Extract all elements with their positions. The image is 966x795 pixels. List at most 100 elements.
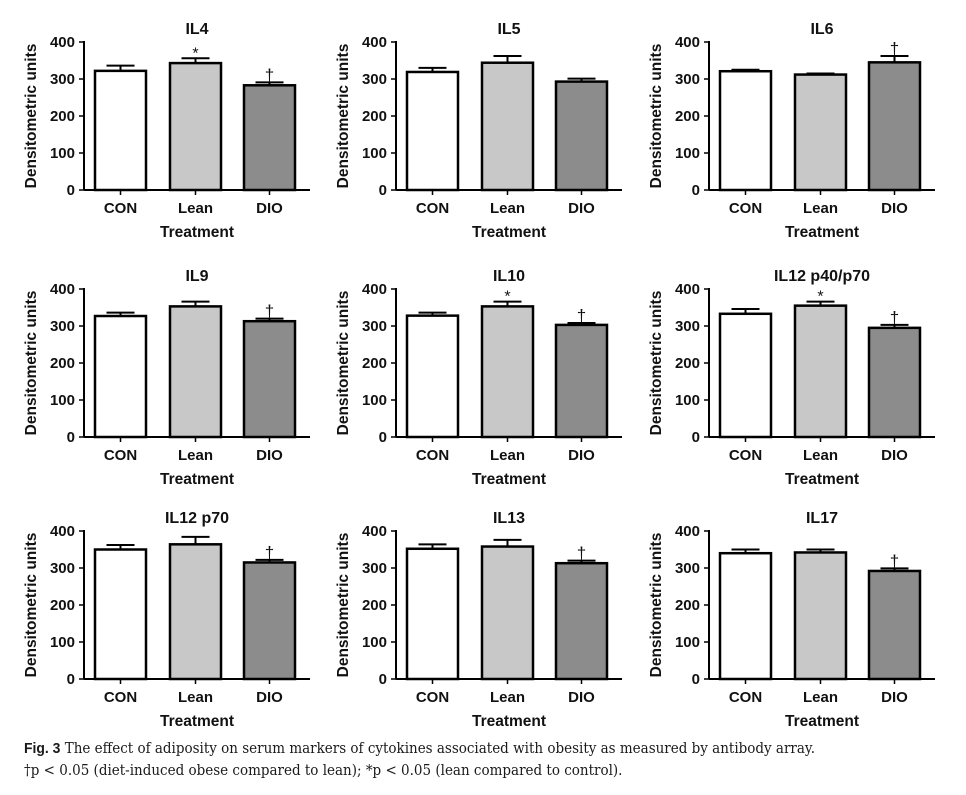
bar-lean [793,304,848,439]
y-tick-label: 300 [675,318,700,335]
significance-dagger: † [890,308,899,327]
y-tick-label: 0 [67,671,75,688]
x-axis-label: Treatment [785,224,859,241]
x-tick-label: Lean [490,200,525,217]
y-tick-label: 400 [50,281,75,298]
bar-con [93,69,148,192]
x-tick-label: CON [729,689,762,706]
y-tick-label: 200 [675,597,700,614]
chart-panel-il4: IL4 CON * Lean † DIO 0 100 200 300 400 Treatment Den… [23,21,310,241]
bar-lean [168,305,223,439]
y-tick-label: 400 [362,281,387,298]
x-tick-label: DIO [881,689,908,706]
caption-line1: The effect of adiposity on serum markers… [64,741,816,757]
x-tick-label: CON [416,447,449,464]
y-tick-label: 200 [362,597,387,614]
bar-lean [480,305,535,439]
chart-title: IL4 [185,21,208,38]
y-tick-label: 100 [362,392,387,409]
bar-lean [168,61,223,192]
x-tick-label: Lean [178,689,213,706]
caption-line2: †p < 0.05 (diet-induced obese compared t… [24,763,623,779]
x-tick-label: DIO [256,689,283,706]
bar-lean [168,543,223,681]
bar-lean [480,545,535,681]
bar-dio [867,61,922,192]
chart-title: IL6 [810,21,833,38]
y-tick-label: 200 [675,108,700,125]
bar-dio [554,323,609,439]
y-axis-label: Densitometric units [23,291,40,436]
chart-title: IL10 [493,268,525,285]
x-tick-label: DIO [256,447,283,464]
x-tick-label: CON [104,447,137,464]
y-axis-label: Densitometric units [335,533,352,678]
x-tick-label: CON [729,447,762,464]
chart-panel-il12-p40-p70: IL12 p40/p70 CON * Lean † DIO 0 100 200 300 400 Tre… [648,268,935,488]
significance-asterisk: * [817,289,823,306]
chart-panel-il6: IL6 CON Lean † DIO 0 100 200 300 400 Treatment Dens… [648,21,935,241]
bar-con [405,70,460,192]
y-tick-label: 100 [675,634,700,651]
y-tick-label: 300 [362,71,387,88]
x-tick-label: Lean [803,689,838,706]
y-axis-label: Densitometric units [23,44,40,189]
y-tick-label: 400 [362,34,387,51]
chart-panel-il10: IL10 CON * Lean † DIO 0 100 200 300 400 Treatment De… [335,268,622,488]
y-tick-label: 0 [692,182,700,199]
chart-panel-il17: IL17 CON Lean † DIO 0 100 200 300 400 Treatment Den… [648,510,935,730]
significance-dagger: † [890,551,899,570]
bar-con [718,551,773,681]
y-tick-label: 100 [675,392,700,409]
x-axis-label: Treatment [785,471,859,488]
chart-title: IL13 [493,510,525,527]
significance-dagger: † [577,306,586,325]
y-tick-label: 0 [379,182,387,199]
y-axis-label: Densitometric units [648,291,665,436]
bar-con [405,547,460,681]
y-tick-label: 300 [50,71,75,88]
y-tick-label: 0 [379,429,387,446]
bar-dio [554,80,609,192]
significance-asterisk: * [504,289,510,306]
y-tick-label: 100 [50,392,75,409]
x-axis-label: Treatment [472,713,546,730]
bar-dio [242,561,297,681]
significance-dagger: † [265,302,274,321]
x-tick-label: Lean [178,447,213,464]
chart-panel-il12-p70: IL12 p70 CON Lean † DIO 0 100 200 300 400 Treatmen… [23,510,310,730]
y-tick-label: 300 [50,318,75,335]
y-tick-label: 100 [50,634,75,651]
y-axis-label: Densitometric units [335,44,352,189]
chart-title: IL12 p40/p70 [774,268,870,285]
y-tick-label: 0 [692,671,700,688]
bar-dio [242,84,297,192]
y-tick-label: 200 [50,108,75,125]
cytokine-figure: IL4 CON * Lean † DIO 0 100 200 300 400 Treatment Den… [23,21,935,730]
x-tick-label: Lean [490,447,525,464]
y-tick-label: 100 [362,145,387,162]
x-tick-label: DIO [568,200,595,217]
significance-dagger: † [265,543,274,562]
y-tick-label: 0 [67,429,75,446]
significance-dagger: † [890,39,899,58]
bar-lean [793,551,848,681]
chart-title: IL9 [185,268,208,285]
chart-title: IL12 p70 [165,510,229,527]
y-tick-label: 200 [50,597,75,614]
y-tick-label: 300 [675,71,700,88]
bar-con [405,314,460,439]
x-tick-label: Lean [803,447,838,464]
x-tick-label: DIO [256,200,283,217]
chart-panel-il13: IL13 CON Lean † DIO 0 100 200 300 400 Treatment Den… [335,510,622,730]
y-tick-label: 300 [362,318,387,335]
y-tick-label: 0 [379,671,387,688]
chart-title: IL5 [497,21,520,38]
y-axis-label: Densitometric units [648,533,665,678]
y-tick-label: 400 [50,523,75,540]
y-tick-label: 400 [675,523,700,540]
x-tick-label: Lean [803,200,838,217]
x-tick-label: DIO [881,200,908,217]
x-tick-label: Lean [178,200,213,217]
y-tick-label: 200 [50,355,75,372]
